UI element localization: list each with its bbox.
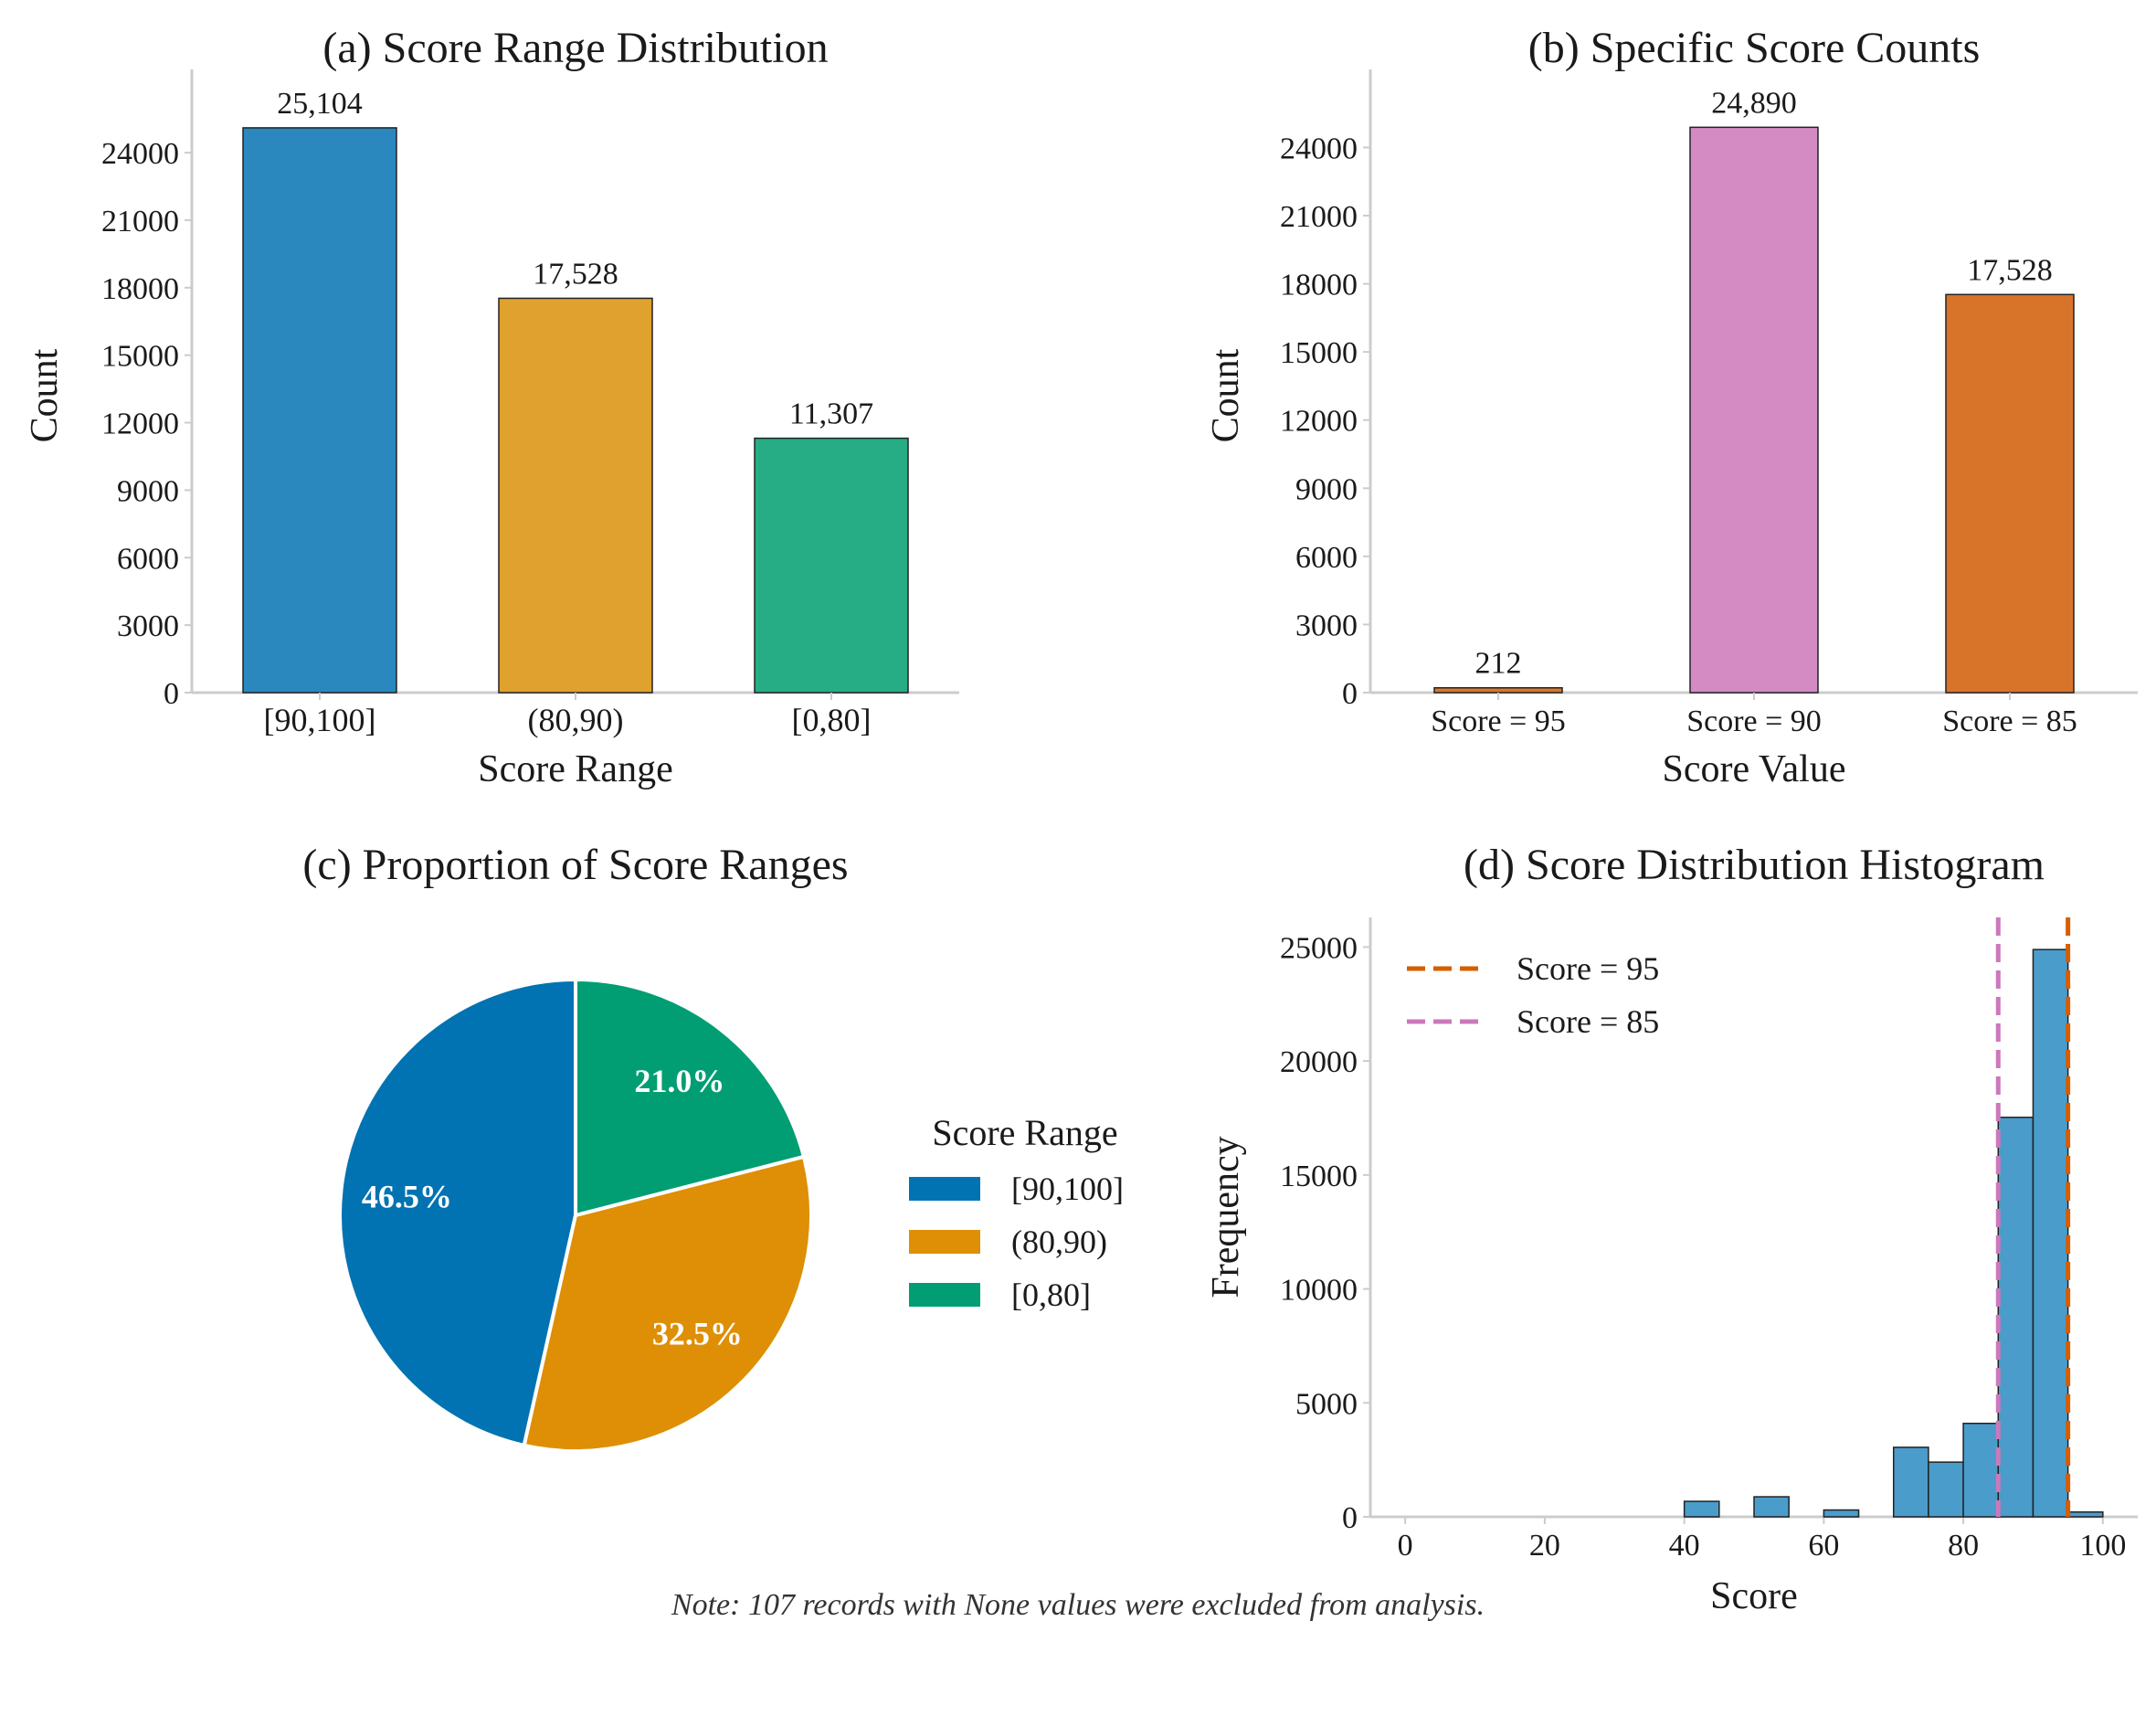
x-tick-label: Score = 90: [1686, 705, 1822, 738]
bar-value-label: 24,890: [1711, 86, 1797, 120]
y-tick-label: 5000: [1295, 1387, 1358, 1421]
histogram-bin: [2066, 1510, 2104, 1518]
pie-slice: [574, 977, 807, 1218]
y-tick-label: 15000: [101, 340, 179, 374]
panel-a-score-range-bar-chart: (a) Score Range Distribution 0 3000 6000 900…: [24, 24, 959, 790]
histogram-bin: [1823, 1509, 1860, 1518]
histogram-bin: [1962, 1422, 2000, 1518]
y-tick-label: 6000: [1295, 541, 1358, 575]
y-tick-label: 21000: [101, 205, 179, 238]
legend-label: Score = 85: [1517, 1003, 1659, 1040]
y-tick-label: 0: [1342, 1501, 1358, 1535]
x-tick-label: [90,100]: [264, 702, 376, 738]
y-tick-label: 21000: [1280, 200, 1358, 234]
pie-slice: [522, 1154, 813, 1453]
bar-value-label: 11,307: [789, 397, 873, 431]
y-tick-label: 24000: [101, 137, 179, 171]
y-tick-label: 15000: [1280, 336, 1358, 370]
y-tick-label: 20000: [1280, 1045, 1358, 1079]
x-tick-label: 100: [2079, 1529, 2126, 1563]
y-tick-label: 3000: [117, 609, 179, 643]
y-axis-label: Frequency: [1205, 1136, 1247, 1298]
legend-label: [0,80]: [1011, 1277, 1091, 1313]
pie-percent-label: 21.0%: [634, 1063, 724, 1099]
bar: [1689, 126, 1819, 694]
pie-percent-label: 32.5%: [652, 1315, 743, 1351]
y-tick-label: 0: [164, 677, 179, 711]
legend-swatch: [909, 1177, 980, 1201]
y-axis-label: Count: [24, 348, 66, 442]
x-tick-label: 40: [1669, 1529, 1700, 1563]
x-axis-label: Score Range: [478, 748, 672, 790]
legend-label: (80,90): [1011, 1224, 1107, 1260]
chart-title: (d) Score Distribution Histogram: [1464, 841, 2045, 889]
histogram-bin: [1928, 1461, 1964, 1518]
x-tick-label: Score = 85: [1942, 705, 2077, 738]
y-axis-label: Count: [1205, 348, 1247, 442]
x-tick-label: 60: [1808, 1529, 1839, 1563]
bar: [498, 297, 653, 694]
y-tick-label: 18000: [101, 272, 179, 306]
bar: [1433, 686, 1563, 694]
panel-d-score-histogram: (d) Score Distribution Histogram 0 5000 100…: [1205, 841, 2138, 1617]
x-tick-label: 20: [1529, 1529, 1560, 1563]
chart-title: (a) Score Range Distribution: [322, 24, 828, 72]
panel-b-specific-score-bar-chart: (b) Specific Score Counts 0 3000 6000 9000 12…: [1205, 24, 2138, 790]
x-tick-label: 80: [1948, 1529, 1979, 1563]
y-tick-label: 0: [1342, 677, 1358, 711]
legend-swatch: [909, 1283, 980, 1307]
y-tick-label: 18000: [1280, 269, 1358, 302]
legend-label: [90,100]: [1011, 1171, 1124, 1207]
bar-value-label: 25,104: [277, 87, 363, 121]
x-tick-label: (80,90): [528, 702, 624, 738]
pie-percent-label: 46.5%: [362, 1179, 452, 1215]
y-tick-label: 15000: [1280, 1160, 1358, 1193]
footnote: Note: 107 records with None values were …: [671, 1588, 1485, 1622]
bar-value-label: 17,528: [533, 257, 618, 291]
panel-c-proportion-pie-chart: (c) Proportion of Score Ranges 46.5% 32.5%…: [302, 841, 1124, 1453]
y-tick-label: 10000: [1280, 1274, 1358, 1308]
y-tick-label: 24000: [1280, 132, 1358, 165]
legend-swatch: [909, 1230, 980, 1254]
x-tick-label: Score = 95: [1431, 705, 1566, 738]
legend-label: Score = 95: [1517, 950, 1659, 987]
x-tick-label: 0: [1398, 1529, 1413, 1563]
pie-slice: [338, 977, 577, 1448]
y-tick-label: 3000: [1295, 609, 1358, 642]
histogram-bin: [1753, 1496, 1790, 1518]
y-tick-label: 25000: [1280, 931, 1358, 965]
y-tick-label: 9000: [117, 474, 179, 508]
y-tick-label: 6000: [117, 542, 179, 576]
y-tick-label: 12000: [101, 408, 179, 441]
bar: [754, 437, 909, 694]
chart-title: (b) Specific Score Counts: [1528, 24, 1981, 72]
chart-title: (c) Proportion of Score Ranges: [302, 841, 848, 889]
bar: [242, 127, 397, 694]
bar-value-label: 212: [1475, 647, 1522, 681]
histogram-bin: [1683, 1500, 1720, 1518]
y-tick-label: 9000: [1295, 472, 1358, 506]
bar-value-label: 17,528: [1967, 253, 2053, 287]
x-tick-label: [0,80]: [792, 702, 872, 738]
x-axis-label: Score Value: [1663, 748, 1846, 790]
bar: [1945, 293, 2075, 694]
x-axis-label: Score: [1710, 1575, 1798, 1617]
histogram-bin: [1997, 1117, 2034, 1518]
histogram-bin: [2032, 948, 2069, 1518]
y-tick-label: 12000: [1280, 405, 1358, 439]
legend-title: Score Range: [932, 1112, 1117, 1153]
histogram-bin: [1892, 1446, 1929, 1518]
